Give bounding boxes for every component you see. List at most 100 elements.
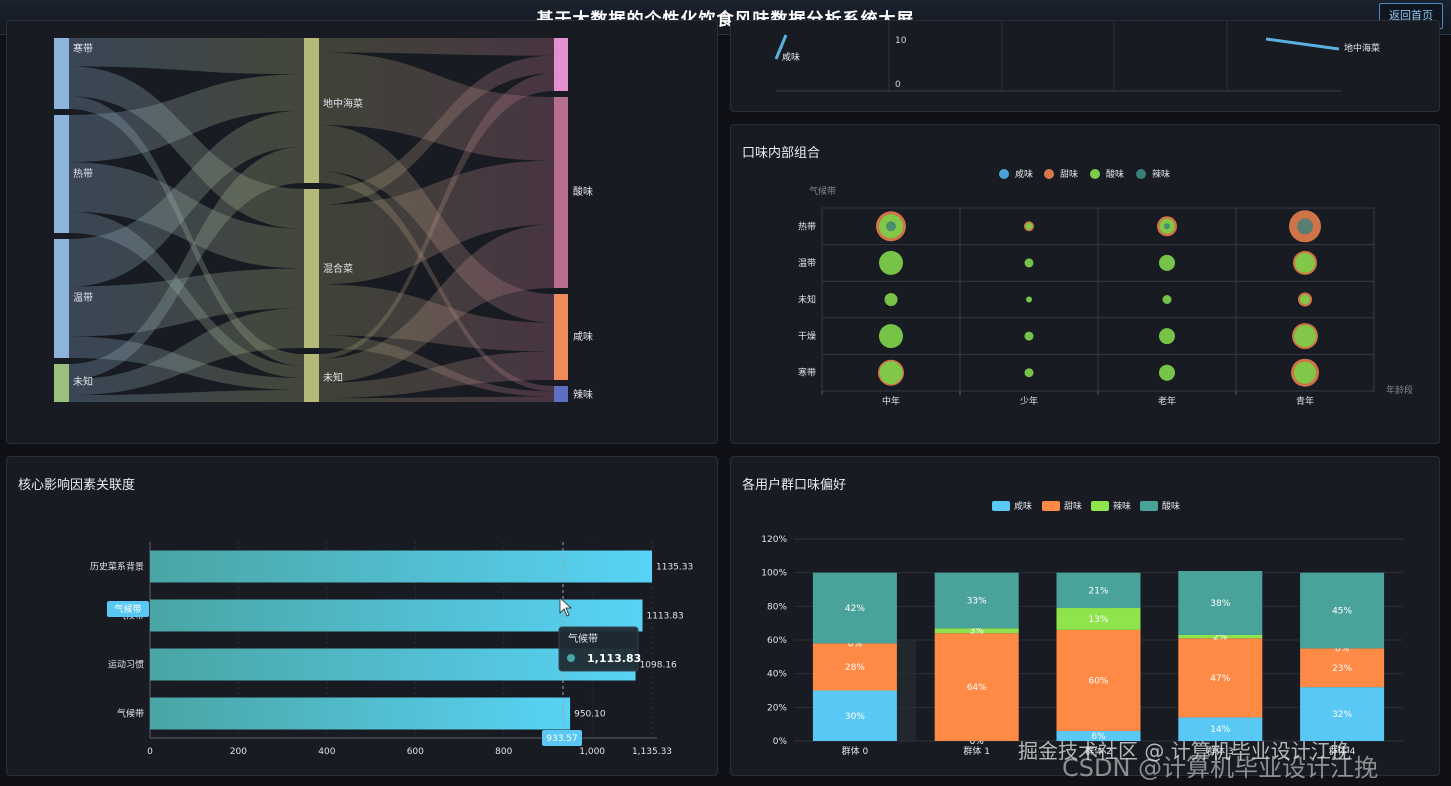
bubble-point	[1297, 218, 1313, 235]
trend-chart-partial: 10 0 咸味 地中海菜	[774, 21, 1380, 92]
bubble-point	[1024, 258, 1034, 268]
bubble-point	[1162, 295, 1172, 304]
sankey-label-right: 咸味	[573, 331, 593, 343]
stack-bar-segment	[812, 643, 897, 691]
stack-bar-segment	[1178, 717, 1263, 741]
bubble-y-tick-label: 热带	[798, 220, 816, 232]
trend-tick-label: 0	[895, 80, 901, 90]
stack-bar-segment	[1178, 570, 1263, 635]
sankey-node-right	[554, 97, 568, 288]
bubble-y-tick-label: 未知	[798, 294, 816, 306]
hbar-x-tick-label: 200	[230, 747, 247, 757]
bubble-legend-marker	[1136, 169, 1146, 179]
stack-value-label: 42%	[845, 604, 865, 614]
sankey-node-left	[54, 115, 69, 233]
sankey-label-right: 酸味	[573, 185, 593, 198]
hbar-tooltip-title: 气候带	[568, 632, 598, 645]
stack-bar-segment	[934, 572, 1019, 629]
sankey-link-mid-right	[319, 224, 554, 383]
stack-bar-segment	[1178, 634, 1263, 639]
stack-bar-segment	[1056, 730, 1141, 741]
stack-value-label: 21%	[1088, 586, 1108, 596]
stack-bar-segment	[1300, 572, 1385, 649]
sankey-label-left: 寒带	[73, 42, 93, 55]
stack-y-tick-label: 80%	[767, 602, 787, 612]
stack-value-label: 30%	[845, 712, 865, 722]
stack-value-label: 60%	[1088, 676, 1108, 686]
trend-line-salty	[774, 34, 788, 60]
bubble-point	[1024, 331, 1034, 341]
hbar-bar	[150, 550, 652, 583]
stack-bar-segment	[1178, 638, 1263, 718]
stack-legend-label: 辣味	[1113, 500, 1131, 512]
stack-value-label: 47%	[1210, 674, 1230, 684]
bubble-legend-label: 酸味	[1106, 168, 1124, 180]
watermark-juejin: 掘金技术社区 @ 计算机毕业设计江挽	[1018, 739, 1351, 763]
sankey-label-mid: 未知	[323, 371, 343, 384]
stack-value-label: 0%	[970, 737, 985, 747]
bubble-x-axis-title: 年龄段	[1386, 384, 1413, 396]
bubble-point	[1294, 361, 1316, 384]
sankey-node-left	[54, 239, 69, 358]
stack-value-label: 13%	[1088, 615, 1108, 625]
stack-bar-segment	[934, 628, 1019, 634]
stack-bar-segment	[934, 633, 1019, 741]
sankey-node-mid	[304, 354, 319, 402]
hbar-pointer-y-label: 气候带	[114, 603, 141, 615]
hbar-pointer-x-badge	[542, 730, 582, 746]
bubble-point	[886, 221, 896, 232]
hbar-x-tick-label: 400	[318, 747, 335, 757]
stack-legend-label: 甜味	[1064, 500, 1082, 512]
stack-value-label: 45%	[1332, 607, 1352, 617]
stack-bar-segment	[1056, 572, 1141, 609]
bubble-legend-marker	[1090, 169, 1100, 179]
stack-value-label: 3%	[970, 627, 985, 637]
bubble-panel: 口味内部组合 咸味 甜味 酸味 辣味 气候带 年龄段 中年 少年 老年 青年 寒带 干燥 未知 温带 热带	[730, 124, 1440, 444]
sankey-link-left-mid	[69, 146, 304, 380]
hbar-y-tick-label: 运动习惯	[108, 659, 144, 671]
hbar-tooltip-value: 1,113.83	[587, 652, 641, 665]
bubble-x-tick-label: 中年	[882, 395, 900, 407]
stack-bar-segment	[1300, 648, 1385, 688]
stack-panel-title: 各用户群口味偏好	[742, 478, 847, 493]
stack-x-tick-label: 群体 2	[1085, 745, 1112, 757]
hbar-value-label: 950.10	[574, 710, 606, 720]
stack-bar-segment	[1056, 629, 1141, 731]
sankey-node-left	[54, 38, 69, 109]
stack-panel: 各用户群口味偏好 咸味 甜味 辣味 酸味 0% 20% 40% 60% 80% 100% 120% 3…	[730, 456, 1440, 776]
stack-legend-marker	[1140, 501, 1158, 511]
bubble-x-tick-label: 少年	[1020, 395, 1038, 407]
stack-value-label: 32%	[1332, 710, 1352, 720]
bubble-panel-title: 口味内部组合	[742, 146, 821, 161]
sankey-node-right	[554, 386, 568, 402]
hbar-y-tick-label: 气候带	[117, 708, 144, 720]
hbar-x-tick-label: 1,135.33	[632, 747, 672, 757]
sankey-label-left: 温带	[73, 292, 93, 304]
stack-value-label: 14%	[1210, 725, 1230, 735]
sankey-node-right	[554, 294, 568, 380]
stack-y-tick-label: 0%	[773, 737, 788, 747]
stack-x-tick-label: 群体 1	[963, 745, 990, 757]
bubble-point	[1164, 223, 1170, 230]
stack-legend-marker	[1091, 501, 1109, 511]
stack-x-tick-label: 群体 4	[1329, 745, 1356, 757]
bubble-y-tick-label: 寒带	[798, 367, 816, 379]
sankey-link-mid-right	[319, 55, 554, 205]
bubble-point	[1159, 254, 1175, 271]
stack-value-label: 6%	[1091, 732, 1106, 742]
bubble-y-axis-title: 气候带	[809, 185, 836, 197]
stack-value-label: 2%	[1213, 633, 1228, 643]
sankey-label-left: 热带	[73, 167, 93, 180]
hbar-x-tick-label: 800	[495, 747, 512, 757]
hbar-bar	[150, 697, 571, 730]
bubble-x-tick-label: 青年	[1296, 395, 1314, 407]
sankey-link-mid-right	[319, 52, 554, 161]
stack-bar-segment	[1056, 608, 1141, 630]
stack-value-label: 28%	[845, 663, 865, 673]
sankey-link-mid-right	[319, 396, 554, 402]
bubble-point	[1300, 294, 1310, 305]
bubble-y-tick-label: 干燥	[798, 331, 816, 342]
hbar-value-label: 1113.83	[646, 612, 683, 622]
hbar-bar	[150, 648, 636, 681]
